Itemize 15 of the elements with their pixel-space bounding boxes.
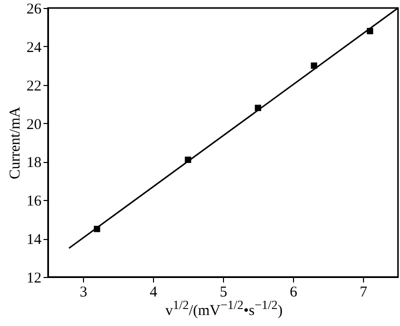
y-tick-label: 24	[26, 40, 42, 56]
x-tick-label: 7	[360, 284, 368, 300]
y-tick-label: 20	[26, 116, 42, 133]
x-axis-title: v$^{1/2}$/(mV$^{−1/2}$•s$^{−1/2}$)	[165, 298, 283, 319]
y-tick-label: 16	[26, 194, 42, 210]
x-tick-label: 4	[150, 284, 158, 300]
x-tick-label: 5	[220, 284, 228, 300]
x-tick-label: 3	[80, 284, 88, 300]
y-tick-label: 22	[26, 78, 42, 94]
y-tick-label: 26	[26, 2, 42, 18]
y-tick-label: 18	[26, 155, 42, 172]
y-axis-title: Current/mA	[8, 106, 24, 180]
y-tick-label: 14	[26, 232, 42, 248]
x-tick-label: 6	[290, 284, 298, 300]
y-tick-label: 12	[26, 270, 42, 286]
